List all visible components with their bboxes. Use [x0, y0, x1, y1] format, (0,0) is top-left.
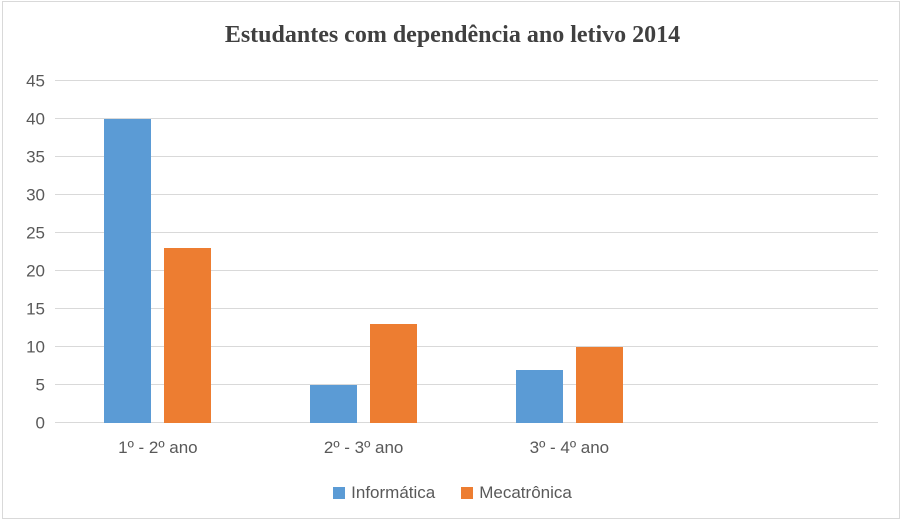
- gridline: [55, 270, 878, 271]
- legend-swatch-icon: [461, 487, 474, 499]
- bar-group: [261, 81, 467, 423]
- chart-border: [2, 1, 900, 519]
- gridline: [55, 80, 878, 81]
- bar-mecatronica: [575, 347, 623, 423]
- chart-title: Estudantes com dependência ano letivo 20…: [224, 22, 681, 48]
- x-axis-category-label: 1º - 2º ano: [118, 438, 198, 457]
- legend: Informática Mecatrônica: [0, 483, 905, 503]
- y-axis-tick-label: 20: [26, 261, 45, 281]
- x-axis-category-label: 2º - 3º ano: [323, 438, 404, 457]
- gridline: [55, 118, 878, 119]
- x-axis: 1º - 2º ano 2º - 3º ano 3º - 4º ano: [55, 423, 878, 458]
- gridline: [55, 346, 878, 347]
- bar-group-empty: [672, 81, 878, 423]
- y-axis-tick-label: 15: [26, 299, 45, 319]
- y-axis: 45 40 35 30 25 20 15 10 5 0: [0, 73, 45, 432]
- bar-informatica: [515, 369, 563, 423]
- legend-item-mecatronica: Mecatrônica: [461, 483, 572, 503]
- legend-swatch-icon: [333, 487, 346, 499]
- gridline: [55, 384, 878, 385]
- bar-mecatronica: [164, 248, 212, 423]
- gridline: [55, 232, 878, 233]
- legend-item-informatica: Informática: [333, 483, 435, 503]
- plot-area: [55, 80, 878, 423]
- gridline: [55, 156, 878, 157]
- y-axis-tick-label: 5: [35, 375, 45, 395]
- x-axis-category-label-empty: [672, 423, 878, 458]
- y-axis-tick-label: 30: [26, 185, 45, 205]
- gridline: [55, 194, 878, 195]
- y-axis-tick-label: 10: [26, 337, 45, 357]
- legend-label: Mecatrônica: [479, 483, 572, 502]
- bar-mecatronica: [370, 324, 418, 423]
- y-axis-tick-label: 25: [26, 223, 45, 243]
- y-axis-tick-label: 0: [35, 413, 45, 433]
- y-axis-tick-label: 40: [26, 109, 45, 129]
- x-axis-line: [55, 422, 878, 423]
- gridline: [55, 308, 878, 309]
- y-axis-tick-label: 45: [26, 71, 45, 91]
- bar-group: [55, 81, 261, 423]
- bar-informatica: [104, 119, 152, 423]
- x-axis-category-label: 3º - 4º ano: [529, 438, 610, 457]
- bar-groups: [55, 81, 878, 423]
- bar-informatica: [310, 385, 358, 423]
- bar-group: [467, 81, 673, 423]
- legend-label: Informática: [351, 483, 436, 502]
- y-axis-tick-label: 35: [26, 147, 45, 167]
